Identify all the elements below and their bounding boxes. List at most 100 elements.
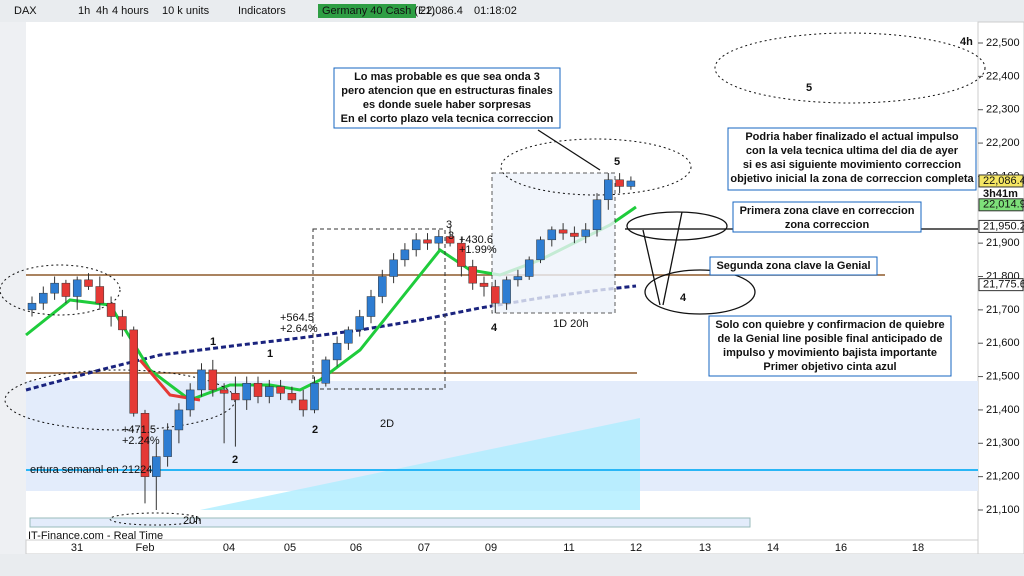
- annotation-line: En el corto plazo vela tecnica correccio…: [341, 113, 554, 125]
- price-label: 22,500: [986, 37, 1020, 49]
- candle-body: [389, 259, 398, 277]
- price-label: 21,200: [986, 471, 1020, 483]
- candle-body: [491, 286, 500, 304]
- date-label: 31: [71, 542, 83, 554]
- chart-label: 2: [312, 424, 318, 436]
- candle-body: [208, 369, 218, 391]
- chart-label: +2.24%: [122, 435, 160, 447]
- chart-label: +2.64%: [280, 323, 318, 335]
- candle-body: [276, 386, 285, 394]
- candle-body: [524, 259, 534, 277]
- countdown: 3h41m: [983, 188, 1018, 200]
- date-label: 11: [563, 542, 574, 554]
- toolbar-item[interactable]: 10 k units: [162, 5, 210, 17]
- chart-label: +471.5: [122, 424, 156, 436]
- candle-body: [355, 316, 364, 331]
- candle-body: [287, 393, 297, 401]
- candle-body: [547, 229, 557, 241]
- date-label: 14: [767, 542, 779, 554]
- annotation-box: [727, 127, 977, 191]
- price-tag-label: 22,086.4: [983, 175, 1024, 187]
- price-label: 21,600: [986, 337, 1020, 349]
- candle-body: [536, 239, 545, 261]
- toolbar-item[interactable]: 01:18:02: [474, 5, 517, 17]
- price-tag: [978, 219, 1024, 233]
- candle-body: [152, 456, 161, 477]
- candle-body: [423, 239, 432, 244]
- toolbar-item[interactable]: Indicators: [238, 5, 286, 17]
- chart-label: 3: [446, 219, 452, 231]
- chart-label: 2: [232, 454, 238, 466]
- candle-body: [118, 316, 127, 331]
- measure-box: [312, 228, 446, 390]
- candle-body: [332, 342, 342, 361]
- annotation-line: Primer objetivo cinta azul: [763, 361, 896, 373]
- measure-box: [491, 172, 616, 314]
- annotation-line: Solo con quiebre y confirmacion de quieb…: [715, 319, 944, 331]
- price-label: 21,900: [986, 237, 1020, 249]
- candle-body: [298, 399, 308, 411]
- chart-label: 5: [806, 82, 812, 94]
- toolbar-item[interactable]: DAX: [14, 5, 37, 17]
- zones: [537, 129, 756, 315]
- annotation-line: Segunda zona clave la Genial: [716, 260, 870, 272]
- candle-body: [39, 292, 48, 304]
- candle-body: [513, 276, 523, 281]
- toolbar-item[interactable]: 1h: [78, 5, 90, 17]
- candle-body: [592, 199, 602, 231]
- candle-body: [457, 242, 466, 267]
- date-label: 04: [223, 542, 235, 554]
- price-tag: [978, 174, 1024, 188]
- candle-body: [378, 276, 387, 297]
- annotation-box: [732, 201, 922, 233]
- blue-ribbon: [200, 418, 640, 510]
- source: IT-Finance.com - Real Time: [28, 530, 163, 542]
- toolbar-item[interactable]: 4 hours: [112, 5, 149, 17]
- tool-strip: [0, 22, 26, 576]
- toolbar-item[interactable]: 4h: [96, 5, 108, 17]
- candle-body: [502, 279, 511, 304]
- price-label: 21,700: [986, 304, 1020, 316]
- chart-label: 1: [267, 348, 273, 360]
- date-label: 07: [418, 542, 430, 554]
- chart-label: ertura semanal en 21224: [30, 464, 152, 476]
- candle-body: [129, 329, 138, 414]
- annotation-box: [709, 256, 878, 276]
- toolbar-item[interactable]: Germany 40 Cash (E1): [322, 5, 435, 17]
- annotation-line: con la vela tecnica ultima del dia de ay…: [746, 145, 959, 157]
- price-tag-label: 22,014.9: [983, 199, 1024, 211]
- chart-label: +1.99%: [459, 244, 497, 256]
- candle-body: [411, 239, 421, 251]
- price-label: 22,300: [986, 104, 1020, 116]
- date-label: 12: [630, 542, 642, 554]
- candle-body: [581, 229, 590, 237]
- annotation-line: Primera zona clave en correccion: [740, 205, 915, 217]
- candle-body: [479, 282, 489, 287]
- price-label: 21,500: [986, 370, 1020, 382]
- toolbar-item[interactable]: 22,086.4: [420, 5, 463, 17]
- price-tag: [978, 198, 1024, 212]
- ellipses: [0, 32, 986, 526]
- date-label: 18: [912, 542, 924, 554]
- annotation-line: de la Genial line posible final anticipa…: [718, 333, 943, 345]
- chart-label: 5: [614, 156, 620, 168]
- date-label: 16: [835, 542, 847, 554]
- annotation-box: [333, 67, 561, 129]
- candle-body: [604, 179, 613, 201]
- candle-body: [72, 279, 82, 297]
- chart-label: 4: [491, 322, 498, 334]
- candle-body: [163, 429, 172, 457]
- date-label: 05: [284, 542, 296, 554]
- zone-strip: [29, 517, 751, 528]
- chart-label: 20h: [183, 515, 201, 527]
- candle-body: [231, 393, 240, 401]
- candle-body: [400, 249, 410, 261]
- candle-body: [445, 236, 455, 244]
- candle-body: [61, 282, 71, 297]
- candle-body: [27, 302, 37, 311]
- chart-label: 4: [680, 292, 687, 304]
- date-label: Feb: [136, 542, 155, 554]
- candle-body: [50, 282, 59, 294]
- annotation-line: pero atencion que en estructuras finales: [341, 85, 553, 97]
